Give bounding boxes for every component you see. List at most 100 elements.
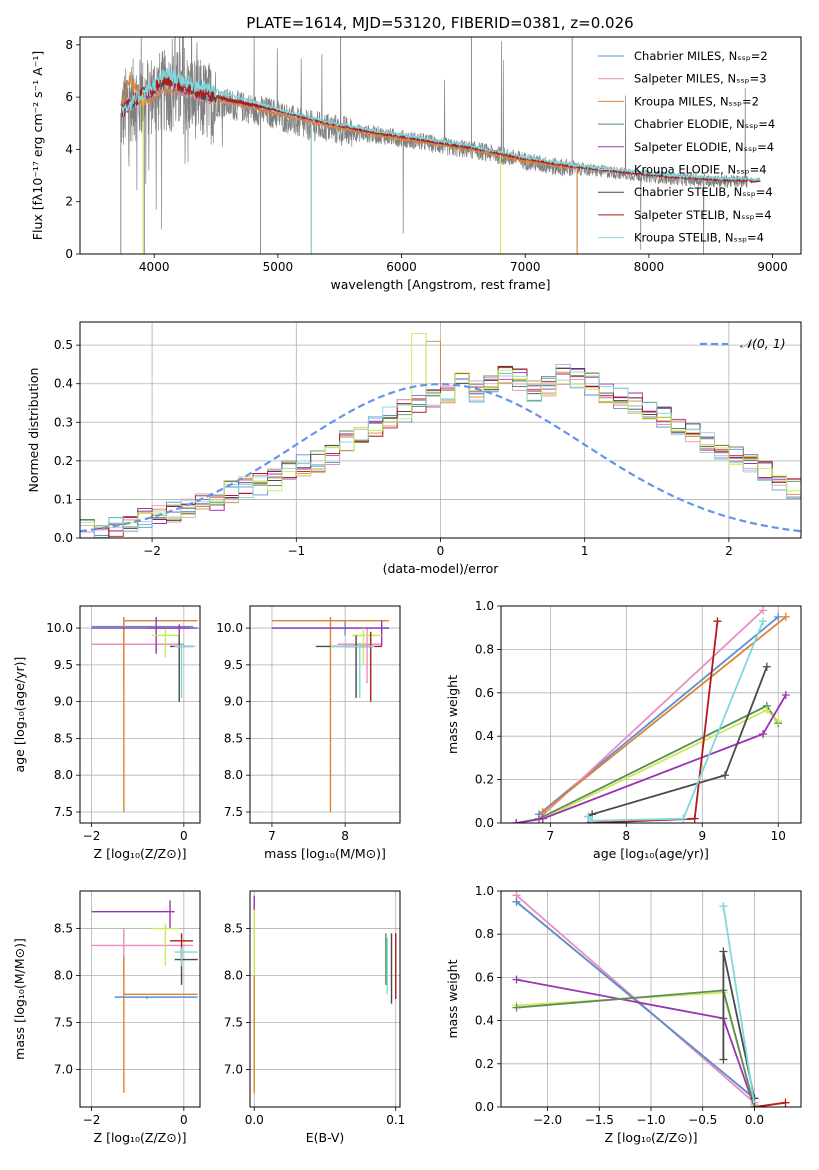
weight-marker [781, 690, 790, 699]
plot-area-residuals [80, 333, 801, 538]
x-axis-label: Z [log₁₀(Z/Z⊙)] [605, 1130, 698, 1145]
x-tick-label: 0.0 [745, 1113, 764, 1127]
weight-marker [679, 814, 688, 823]
x-axis-label: E(B-V) [306, 1130, 345, 1145]
x-tick-label: −1.0 [636, 1113, 665, 1127]
y-tick-label: 8.0 [224, 969, 243, 983]
y-axis-label: Normed distribution [26, 368, 41, 493]
weight-marker [762, 706, 771, 715]
y-tick-label: 8.5 [54, 731, 73, 745]
y-tick-label: 0.1 [54, 492, 73, 506]
y-tick-label: 0.0 [54, 531, 73, 545]
y-tick-label: 7.5 [54, 805, 73, 819]
weight-marker [774, 717, 783, 726]
x-tick-label: 0.1 [386, 1113, 405, 1127]
weight-marker [759, 730, 768, 739]
y-tick-label: 0.3 [54, 415, 73, 429]
panel-residuals: −2 −1 0 1 2 0.0 0.1 0.2 0.3 0.4 0.5 (data-model)/er… [26, 321, 802, 576]
weight-marker [781, 1098, 790, 1107]
residual-histogram [80, 367, 801, 538]
weight-marker [713, 617, 722, 626]
panel-spectrum: 4000 5000 6000 7000 8000 9000 0 2 4 6 8 wavelength … [30, 36, 802, 292]
y-axis-label: Flux [fλ10⁻¹⁷ erg cm⁻² s⁻¹ A⁻¹] [30, 51, 45, 240]
plot-area-spectrum [120, 37, 761, 254]
y-tick-label: 8.0 [54, 768, 73, 782]
legend-label: Salpeter ELODIE, Nₛₛₚ=4 [634, 140, 774, 154]
panel-mass_vs_Z: −2 0 7.0 7.5 8.0 8.5 Z [log₁₀(Z/Z⊙)] mass [log₁… [12, 890, 201, 1145]
y-tick-label: 2 [65, 195, 73, 209]
observed-spectrum [120, 37, 749, 254]
x-tick-label: 8 [341, 829, 349, 843]
x-tick-label: 7 [268, 829, 276, 843]
plot-area-mass_vs_Z [91, 900, 198, 1093]
weight-line [538, 609, 764, 820]
legend-label: Chabrier ELODIE, Nₛₛₚ=4 [634, 117, 775, 131]
weight-marker [781, 612, 790, 621]
weight-marker [538, 814, 547, 823]
y-tick-label: 7.5 [54, 1015, 73, 1029]
y-tick-label: 9.0 [224, 695, 243, 709]
panel-age_vs_Z: −2 0 7.5 8.0 8.5 9.0 9.5 10.0 Z [log₁₀(Z/Z⊙)] age… [12, 605, 201, 861]
weight-marker [584, 812, 593, 821]
axes-frame [79, 605, 201, 824]
legend-label: 𝒩(0, 1) [740, 336, 786, 351]
x-tick-label: −2 [143, 544, 161, 558]
x-axis-label: (data-model)/error [383, 561, 500, 576]
x-tick-label: 5000 [263, 260, 294, 274]
weight-marker [750, 1103, 759, 1107]
weight-line [516, 989, 756, 1107]
y-tick-label: 0.8 [475, 927, 494, 941]
figure-title: PLATE=1614, MJD=53120, FIBERID=0381, z=0… [246, 14, 633, 32]
x-tick-label: 0 [180, 1113, 188, 1127]
weight-line [515, 901, 755, 1100]
axes-frame [79, 36, 802, 255]
x-tick-label: 6000 [386, 260, 417, 274]
y-tick-label: 1.0 [475, 884, 494, 898]
charts-layer: 4000 5000 6000 7000 8000 900002468wavelength … [12, 36, 802, 1145]
weight-marker [512, 897, 521, 906]
axes-frame [249, 605, 401, 824]
y-tick-label: 0.0 [475, 816, 494, 830]
x-tick-label: −2 [83, 1113, 101, 1127]
y-tick-label: 4 [65, 142, 73, 156]
x-tick-label: 9000 [757, 260, 788, 274]
y-tick-label: 7.0 [224, 1062, 243, 1076]
x-tick-label: 1 [581, 544, 589, 558]
y-tick-label: 9.0 [54, 695, 73, 709]
x-tick-label: 7 [547, 829, 555, 843]
y-tick-label: 0.2 [475, 1057, 494, 1071]
y-tick-label: 0.5 [54, 338, 73, 352]
weight-marker [719, 1055, 728, 1064]
y-tick-label: 8.0 [54, 969, 73, 983]
x-axis-label: age [log₁₀(age/yr)] [593, 846, 709, 861]
x-tick-label: 0 [437, 544, 445, 558]
x-tick-label: 8000 [634, 260, 665, 274]
y-tick-label: 0.6 [475, 686, 494, 700]
legend-label: Kroupa ELODIE, Nₛₛₚ=4 [634, 163, 767, 177]
weight-marker [512, 1003, 521, 1012]
legend-label: Chabrier STELIB, Nₛₛₚ=4 [634, 185, 773, 199]
x-tick-label: 9 [698, 829, 706, 843]
plot-area-age_vs_mass [271, 617, 390, 812]
y-tick-label: 6 [65, 90, 73, 104]
weight-line [516, 694, 787, 823]
legend-label: Kroupa STELIB, Nₛₛₚ=4 [634, 231, 764, 245]
axes-frame [79, 321, 802, 539]
axes-frame [500, 605, 802, 824]
y-tick-label: 0.4 [54, 377, 73, 391]
weight-line [754, 1101, 786, 1107]
y-tick-label: 0.4 [475, 729, 494, 743]
y-tick-label: 7.5 [224, 805, 243, 819]
y-tick-label: 0.6 [475, 970, 494, 984]
normal-curve [80, 382, 801, 533]
plot-area-weight_vs_age [512, 606, 790, 823]
y-tick-label: 0.0 [475, 1100, 494, 1114]
y-tick-label: 10.0 [46, 621, 73, 635]
y-tick-label: 0.2 [475, 773, 494, 787]
y-tick-label: 8.5 [224, 731, 243, 745]
y-tick-label: 8.5 [54, 922, 73, 936]
y-tick-label: 9.5 [224, 658, 243, 672]
axes-frame [79, 890, 201, 1108]
panel-weight_vs_Z: −2.0 −1.5 −1.0 −0.5 0.0 0.0 0.2 0.4 0.6 0.8 1.0 Z [… [445, 884, 802, 1145]
